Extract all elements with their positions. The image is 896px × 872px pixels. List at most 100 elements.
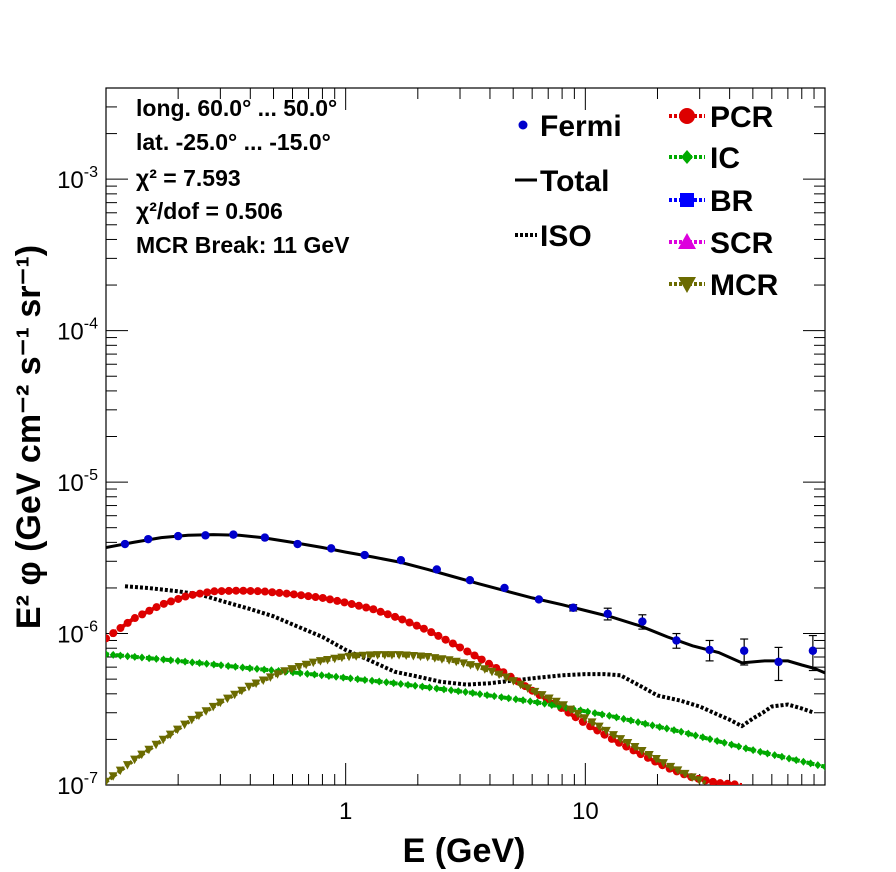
series-ic-marker	[160, 655, 168, 664]
x-tick-label: 1	[339, 798, 352, 825]
legend-total-label: Total	[540, 165, 609, 198]
series-ic-marker	[303, 669, 311, 678]
series-ic-marker	[799, 757, 807, 766]
fermi-point	[774, 657, 783, 667]
y-tick-label: 10-5	[57, 467, 98, 497]
series-ic-marker	[476, 690, 484, 699]
series-mcr-marker	[230, 690, 240, 700]
series-pcr-marker	[376, 607, 385, 616]
fit-info: long. 60.0° ... 50.0° lat. -25.0° ... -1…	[136, 95, 350, 258]
series-pcr-marker	[130, 614, 139, 623]
series-mcr-marker	[358, 651, 368, 661]
series-mcr-marker	[365, 651, 375, 660]
legend-mcr-label: MCR	[710, 269, 779, 302]
series-mcr-marker	[566, 705, 576, 715]
series-mcr-marker	[473, 662, 483, 672]
series-ic-marker	[584, 707, 592, 716]
series-mcr-marker	[187, 715, 197, 725]
series-ic-marker	[339, 673, 347, 682]
series-mcr-marker	[373, 651, 383, 660]
series-mcr-marker	[430, 654, 440, 663]
series-mcr-marker	[558, 701, 568, 710]
series-pcr-marker	[268, 588, 277, 597]
axis-ticks	[105, 87, 826, 786]
series-mcr-marker	[265, 673, 275, 682]
legend-mcr-marker	[678, 277, 696, 293]
fermi-point	[360, 550, 369, 560]
series-pcr-marker	[326, 595, 335, 604]
series-ic-marker	[763, 749, 771, 758]
series-pcr-marker	[318, 593, 327, 602]
info-longitude: long. 60.0° ... 50.0°	[136, 95, 337, 121]
info-chi2: χ² = 7.593	[136, 165, 241, 191]
fermi-point	[173, 531, 183, 541]
series-mcr-marker	[137, 750, 147, 760]
series-ic-marker	[440, 685, 448, 694]
fermi-point	[144, 534, 153, 544]
series-mcr-marker	[673, 766, 683, 775]
info-latitude: lat. -25.0° ... -15.0°	[136, 129, 331, 155]
series-ic-marker	[692, 731, 700, 740]
series-mcr-marker	[158, 735, 168, 745]
series-mcr-marker	[308, 658, 318, 668]
series-ic-marker	[684, 729, 692, 738]
series-mcr-marker	[580, 714, 590, 723]
series-mcr-marker	[180, 720, 190, 730]
series-pcr-marker	[391, 612, 400, 621]
series-ic-marker	[311, 670, 319, 679]
series-ic-marker	[447, 686, 455, 695]
fermi-point	[534, 595, 544, 604]
series-mcr-marker	[651, 755, 661, 764]
series-pcr-marker	[188, 590, 197, 599]
info-chi2-dof: χ²/dof = 0.506	[136, 198, 283, 224]
series-ic-marker	[152, 654, 160, 663]
y-axis-title: E² φ (GeV cm⁻² s⁻¹ sr⁻¹)	[10, 245, 48, 629]
series-mcr-marker	[523, 684, 533, 693]
series-mcr-marker	[330, 654, 340, 664]
fermi-point	[638, 617, 647, 626]
series-mcr-marker	[551, 697, 561, 707]
series-mcr-marker	[516, 680, 526, 690]
series-pcr-marker	[167, 597, 176, 606]
series-iso-line	[124, 584, 815, 729]
series-ic-marker	[203, 659, 211, 668]
series-pcr-marker	[383, 610, 392, 619]
series-ic-marker	[325, 672, 333, 681]
series-pcr-marker	[354, 601, 363, 610]
series-ic-marker	[677, 727, 685, 736]
series-mcr-marker	[680, 769, 690, 779]
series-pcr-marker	[181, 592, 190, 601]
series-ic-marker	[124, 652, 132, 661]
series-mcr-marker	[344, 652, 354, 662]
series-ic-marker	[181, 657, 189, 666]
series-ic-marker	[591, 709, 599, 718]
series-pcr-marker	[419, 624, 428, 633]
series-ic-marker	[145, 654, 153, 663]
series-ic-line	[106, 652, 825, 769]
legend-fermi-label: Fermi	[540, 110, 622, 143]
series-ic-marker	[742, 744, 750, 753]
series-mcr-marker	[694, 776, 704, 785]
series-pcr-marker	[138, 610, 147, 619]
series-mcr-marker	[573, 709, 583, 719]
series-ic-marker	[706, 735, 714, 744]
series-ic-marker	[210, 660, 218, 669]
series-pcr-marker	[260, 587, 269, 596]
series-pcr-marker	[289, 590, 298, 599]
series-pcr-marker	[716, 779, 725, 785]
legend-pcr-marker	[679, 108, 695, 124]
series-ic-marker	[106, 650, 110, 659]
series-mcr-marker	[287, 665, 297, 674]
series-pcr-marker	[282, 589, 291, 598]
series-ic-marker	[821, 762, 825, 771]
series-ic-marker	[483, 691, 491, 700]
legend-iso-label: ISO	[540, 220, 592, 253]
series-mcr-marker	[501, 673, 511, 682]
series-mcr-marker	[323, 655, 333, 665]
series-pcr-marker	[106, 634, 110, 643]
series-mcr-marker	[130, 755, 140, 765]
series-pcr-marker	[145, 606, 154, 615]
series-ic-marker	[239, 663, 247, 672]
series-pcr-marker	[116, 624, 125, 633]
